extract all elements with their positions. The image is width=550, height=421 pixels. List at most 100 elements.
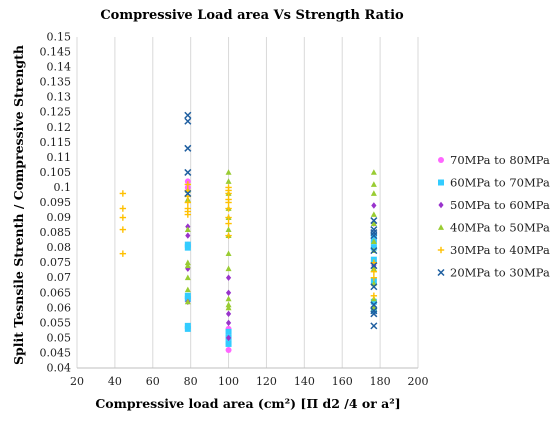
y-tick-label: 0.065 <box>40 286 72 299</box>
data-point <box>184 211 192 218</box>
data-point <box>225 178 232 184</box>
data-point <box>184 241 191 248</box>
data-point <box>370 268 378 275</box>
data-point <box>371 202 377 209</box>
x-tick-label: 20 <box>70 375 84 388</box>
y-tick-label: 0.07 <box>47 271 72 284</box>
data-point <box>184 189 192 198</box>
data-point <box>184 262 191 269</box>
x-axis-ticks: 20 40 60 80 100 120 140 160 180 200 <box>70 375 429 388</box>
x-tick-label: 160 <box>332 375 353 388</box>
data-point <box>225 289 232 296</box>
data-point <box>370 181 377 187</box>
data-point <box>184 292 191 299</box>
x-tick-label: 80 <box>184 375 198 388</box>
data-point <box>184 286 191 293</box>
series-triangle <box>184 169 377 311</box>
data-point <box>225 265 232 272</box>
series-square <box>184 232 377 347</box>
y-tick-label: 0.075 <box>40 256 72 269</box>
data-point <box>370 262 378 270</box>
data-point <box>184 259 191 266</box>
data-point <box>184 298 191 305</box>
legend-label: 70MPa to 80MPa <box>450 153 550 167</box>
y-tick-label: 0.11 <box>47 151 72 164</box>
legend-item: 30MPa to 40MPa <box>437 243 550 257</box>
y-tick-label: 0.135 <box>40 76 72 89</box>
y-tick-label: 0.085 <box>40 226 72 239</box>
data-point <box>119 190 127 197</box>
data-point <box>184 274 191 281</box>
legend: 70MPa to 80MPa 60MPa to 70MPa 50MPa to 60M… <box>437 153 550 280</box>
series-diamond <box>185 202 377 342</box>
series-x <box>184 111 378 330</box>
chart-title: Compressive Load area Vs Strength Ratio <box>100 8 404 23</box>
data-point <box>184 226 191 232</box>
y-axis-label: Split Tesnsile Strenth / Compressive Str… <box>11 45 26 365</box>
data-point <box>225 319 232 327</box>
data-point <box>185 232 191 239</box>
data-point <box>370 292 378 299</box>
y-tick-label: 0.04 <box>47 362 72 375</box>
legend-item: 20MPa to 30MPa <box>437 266 550 280</box>
y-tick-label: 0.145 <box>40 46 72 59</box>
data-point <box>225 304 232 311</box>
data-point <box>370 298 377 305</box>
legend-item: 70MPa to 80MPa <box>438 153 550 167</box>
data-point <box>225 346 232 353</box>
data-point <box>225 310 232 318</box>
data-points <box>119 111 378 353</box>
data-point <box>370 232 378 240</box>
legend-marker <box>437 268 445 277</box>
data-point <box>370 190 377 196</box>
legend-label: 30MPa to 40MPa <box>450 243 550 257</box>
data-point <box>225 295 232 302</box>
data-point <box>184 244 191 251</box>
data-point <box>184 322 191 329</box>
data-point <box>225 274 232 281</box>
data-point <box>225 250 232 257</box>
data-point <box>184 199 192 206</box>
data-point <box>370 310 378 318</box>
x-tick-label: 140 <box>294 375 315 388</box>
data-point <box>225 169 232 175</box>
data-point <box>225 214 232 221</box>
data-point <box>370 247 378 255</box>
legend-marker <box>438 201 444 209</box>
y-tick-label: 0.05 <box>47 331 72 344</box>
data-point <box>370 211 377 217</box>
x-tick-label: 200 <box>408 375 429 388</box>
data-point <box>370 169 377 175</box>
x-axis-label: Compressive load area (cm²) [Π d2 /4 or … <box>95 396 400 411</box>
data-point <box>184 325 191 332</box>
data-point <box>184 168 192 176</box>
data-point <box>119 214 127 221</box>
legend-marker <box>438 179 444 186</box>
y-tick-label: 0.115 <box>40 136 72 149</box>
data-point <box>370 238 377 245</box>
gridlines <box>76 37 419 368</box>
data-point <box>184 181 192 188</box>
x-tick-label: 60 <box>146 375 160 388</box>
x-tick-label: 40 <box>108 375 122 388</box>
data-point <box>225 199 232 206</box>
y-tick-label: 0.08 <box>47 241 72 254</box>
data-point <box>225 190 232 197</box>
legend-label: 60MPa to 70MPa <box>450 176 550 190</box>
data-point <box>225 205 232 212</box>
legend-item: 50MPa to 60MPa <box>438 198 550 212</box>
data-point <box>225 334 232 342</box>
data-point <box>225 226 232 232</box>
data-point <box>370 301 378 309</box>
data-point <box>225 232 232 239</box>
data-point <box>119 226 127 233</box>
data-point <box>225 328 232 335</box>
x-tick-label: 100 <box>218 375 239 388</box>
data-point <box>370 283 378 291</box>
series-circle <box>184 178 377 353</box>
legend-marker <box>438 157 444 163</box>
data-point <box>225 220 232 227</box>
data-point <box>184 117 192 125</box>
y-tick-label: 0.12 <box>47 121 72 134</box>
